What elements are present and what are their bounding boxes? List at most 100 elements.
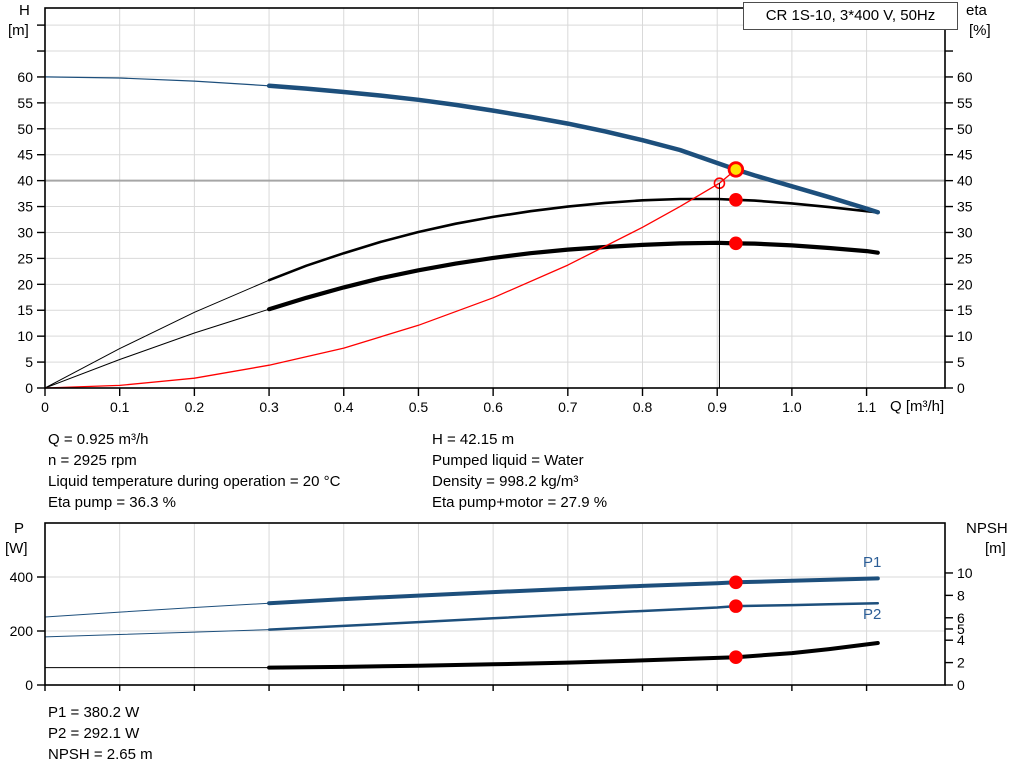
p2-marker: [729, 599, 743, 613]
h-axis-label: H: [19, 2, 30, 19]
results-block: P1 = 380.2 W P2 = 292.1 W NPSH = 2.65 m: [48, 702, 153, 765]
eta-pump-motor-curve-thin: [44, 308, 270, 389]
svg-text:60: 60: [957, 69, 973, 85]
eta-pump-curve-thin: [44, 279, 270, 389]
svg-text:45: 45: [957, 147, 973, 163]
info-density: Density = 998.2 kg/m³: [432, 473, 579, 490]
result-p1: P1 = 380.2 W: [48, 704, 140, 721]
svg-text:0: 0: [957, 677, 965, 693]
svg-text:0.9: 0.9: [707, 399, 727, 415]
svg-text:400: 400: [10, 569, 34, 585]
svg-text:5: 5: [957, 621, 965, 637]
svg-text:10: 10: [957, 328, 973, 344]
svg-text:8: 8: [957, 587, 965, 603]
p2-curve-thin: [44, 629, 270, 638]
chart-title: CR 1S-10, 3*400 V, 50Hz: [765, 7, 936, 24]
h-axis-unit: [m]: [8, 22, 29, 39]
svg-text:60: 60: [17, 69, 33, 85]
svg-text:50: 50: [17, 121, 33, 137]
info-liquid: Pumped liquid = Water: [432, 452, 584, 469]
p2-curve-thick: [267, 601, 880, 631]
head-curve-thin: [44, 76, 270, 87]
p-axis-label: P: [14, 520, 25, 537]
svg-text:15: 15: [957, 302, 973, 318]
npsh-axis-label: NPSH: [966, 520, 1008, 537]
eta-axis-unit: [%]: [969, 22, 991, 39]
eta-pump-motor-marker: [729, 236, 743, 251]
svg-text:0: 0: [41, 399, 49, 415]
svg-text:55: 55: [17, 95, 33, 111]
system-curve-curve-thin: [44, 168, 737, 389]
result-p2: P2 = 292.1 W: [48, 725, 140, 742]
bottom-chart-ticks: 0 200 400 0 2 456 8 10: [10, 565, 973, 693]
head-curve-thick: [266, 83, 881, 215]
svg-text:25: 25: [957, 250, 973, 266]
p1-curve-thick: [267, 576, 880, 606]
info-temp: Liquid temperature during operation = 20…: [48, 473, 341, 490]
top-chart-frame: [44, 7, 946, 389]
svg-text:1.0: 1.0: [782, 399, 802, 415]
result-npsh: NPSH = 2.65 m: [48, 746, 153, 763]
eta-pump-motor-curve-thick: [267, 240, 880, 312]
svg-text:25: 25: [17, 250, 33, 266]
svg-text:2: 2: [957, 655, 965, 671]
svg-text:30: 30: [957, 224, 973, 240]
info-column-right: H = 42.15 m Pumped liquid = Water Densit…: [432, 429, 607, 513]
svg-text:0.1: 0.1: [110, 399, 130, 415]
duty-point-marker: [727, 161, 745, 178]
svg-text:15: 15: [17, 302, 33, 318]
info-h: H = 42.15 m: [432, 431, 515, 448]
npsh-marker: [729, 650, 743, 665]
svg-text:0.6: 0.6: [483, 399, 503, 415]
svg-text:30: 30: [17, 224, 33, 240]
p-axis-unit: [W]: [5, 540, 28, 557]
svg-text:1.1: 1.1: [857, 399, 877, 415]
svg-text:20: 20: [957, 276, 973, 292]
svg-text:50: 50: [957, 121, 973, 137]
top-chart: [44, 7, 946, 389]
p2-series-label: P2: [863, 606, 882, 623]
info-column-left: Q = 0.925 m³/h n = 2925 rpm Liquid tempe…: [48, 429, 340, 513]
svg-text:10: 10: [957, 565, 973, 581]
info-eta-pump-motor: Eta pump+motor = 27.9 %: [432, 494, 608, 511]
svg-text:0.3: 0.3: [259, 399, 279, 415]
info-q: Q = 0.925 m³/h: [48, 431, 149, 448]
svg-text:0.7: 0.7: [558, 399, 578, 415]
svg-text:0: 0: [25, 380, 33, 396]
svg-text:0.5: 0.5: [409, 399, 429, 415]
svg-text:5: 5: [957, 354, 965, 370]
svg-text:45: 45: [17, 147, 33, 163]
svg-text:0: 0: [25, 677, 33, 693]
svg-text:20: 20: [17, 276, 33, 292]
info-eta-pump: Eta pump = 36.3 %: [48, 494, 176, 511]
svg-text:40: 40: [17, 173, 33, 189]
eta-axis-label: eta: [966, 2, 987, 19]
bottom-chart-frame: [44, 522, 946, 686]
p1-curve-thin: [44, 602, 270, 618]
svg-text:0.4: 0.4: [334, 399, 354, 415]
svg-text:200: 200: [10, 623, 34, 639]
svg-text:40: 40: [957, 173, 973, 189]
svg-text:55: 55: [957, 95, 973, 111]
svg-text:0.2: 0.2: [185, 399, 205, 415]
svg-text:35: 35: [17, 199, 33, 215]
chart-title-box: CR 1S-10, 3*400 V, 50Hz: [743, 2, 958, 30]
svg-text:35: 35: [957, 199, 973, 215]
info-n: n = 2925 rpm: [48, 452, 137, 469]
svg-text:4: 4: [957, 632, 965, 648]
eta-pump-marker: [729, 193, 743, 207]
svg-text:6: 6: [957, 610, 965, 626]
q-axis-label: Q [m³/h]: [890, 398, 945, 415]
bottom-chart: [44, 522, 946, 686]
svg-text:0: 0: [957, 380, 965, 396]
svg-text:0.8: 0.8: [633, 399, 653, 415]
svg-text:5: 5: [25, 354, 33, 370]
p1-marker: [729, 575, 743, 590]
npsh-curve-thick: [267, 641, 880, 670]
npsh-axis-unit: [m]: [985, 540, 1006, 557]
p1-series-label: P1: [863, 554, 882, 571]
svg-text:10: 10: [17, 328, 33, 344]
